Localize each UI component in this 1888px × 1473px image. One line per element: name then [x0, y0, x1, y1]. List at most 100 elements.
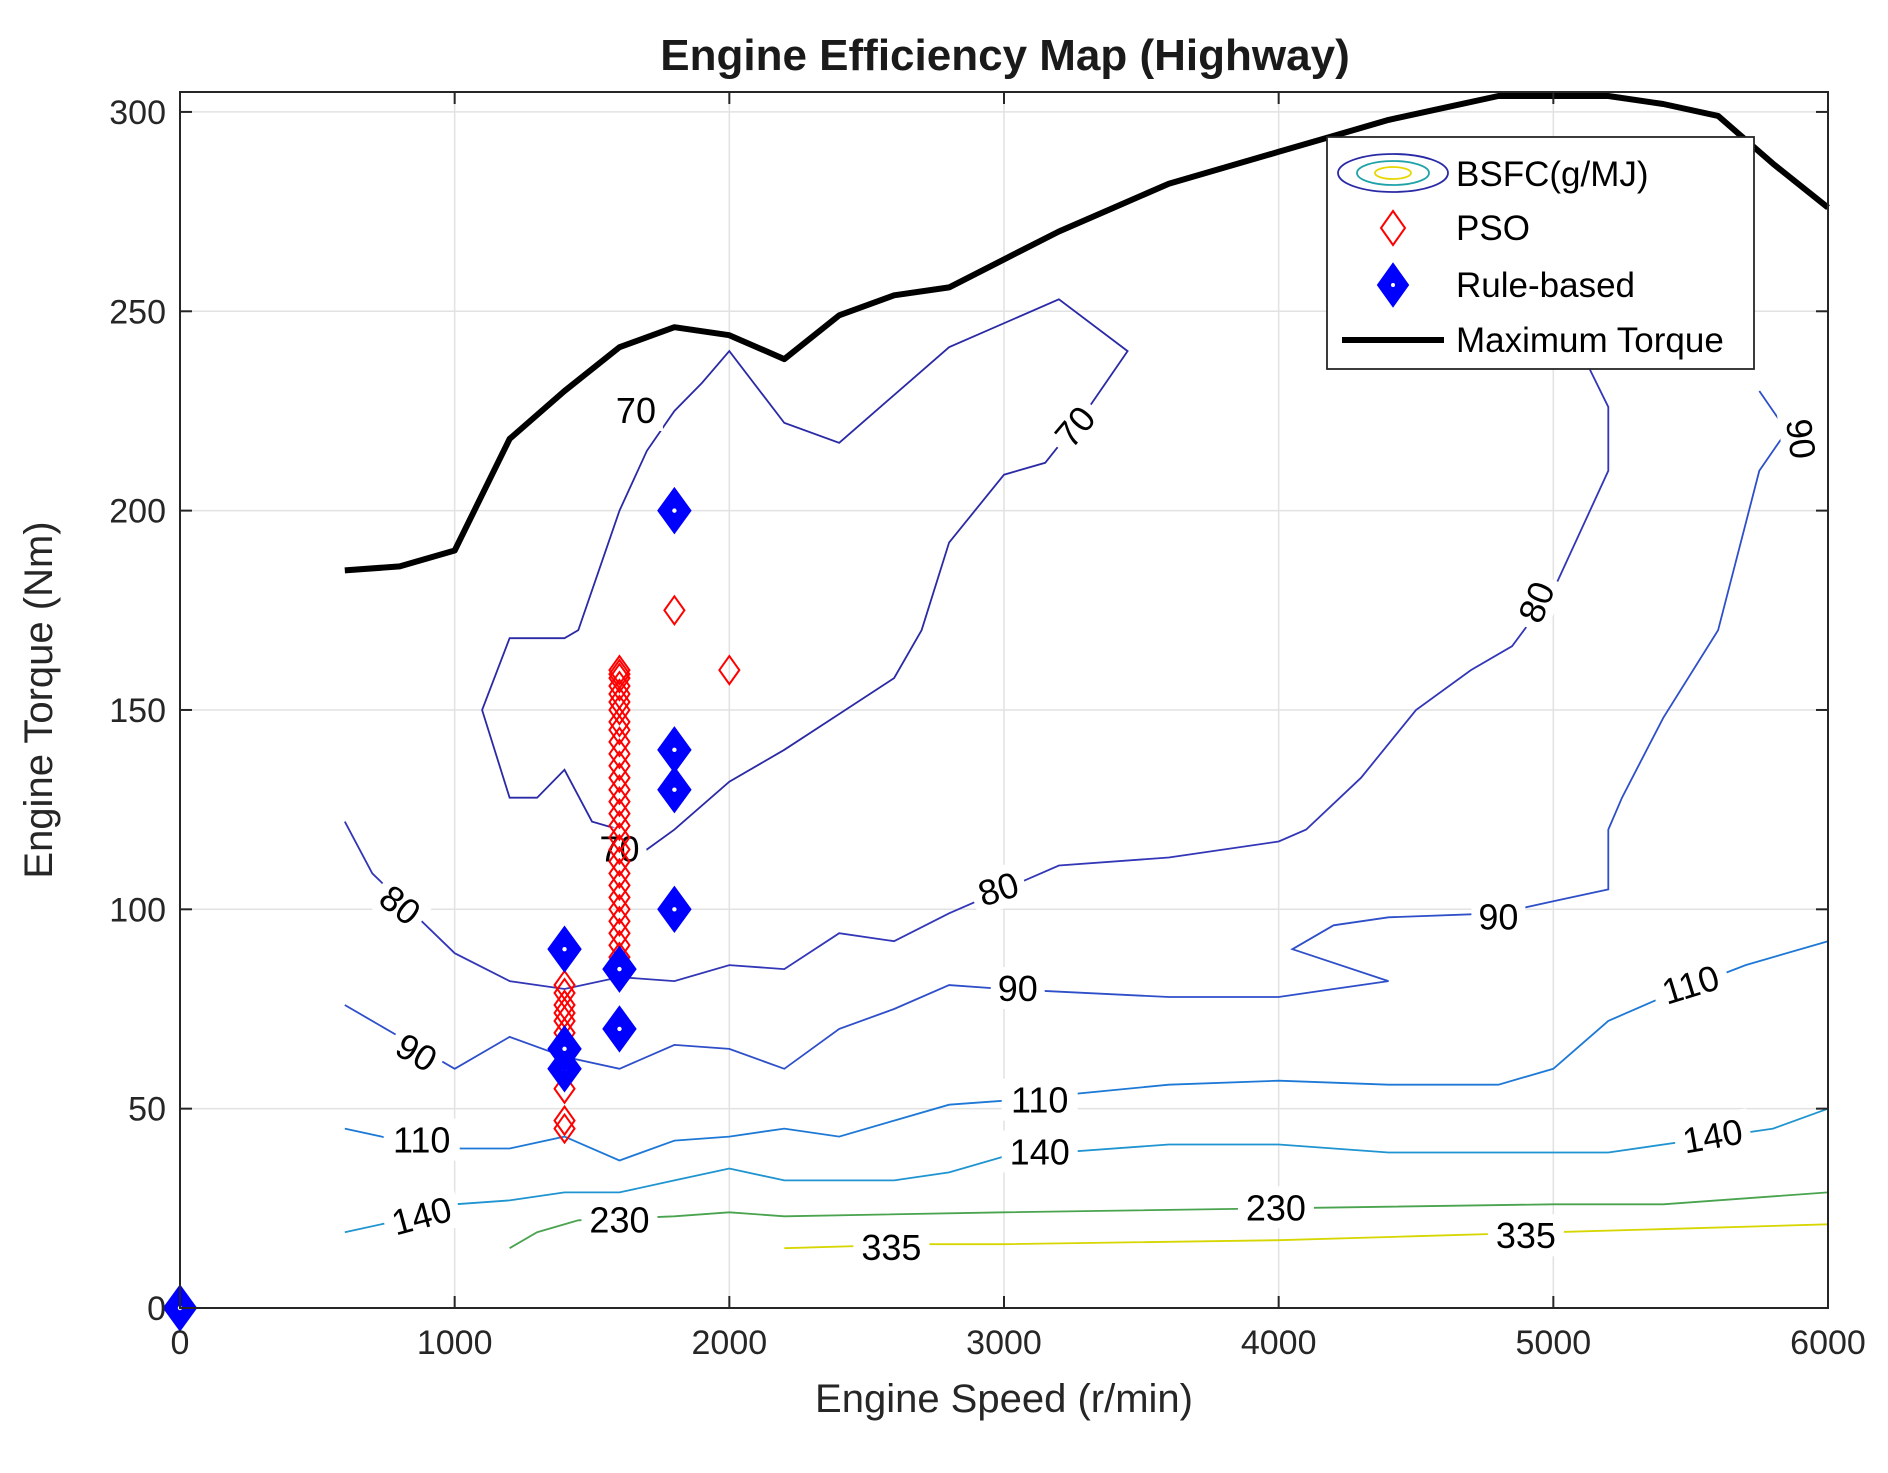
contour-label-bg: [1471, 895, 1526, 938]
pso-point: [608, 773, 631, 806]
pso-point: [608, 881, 631, 914]
pso-point: [608, 738, 631, 770]
axis-ticks: 0 1000 2000 3000 4000 5000 6000 0 50 100 150 200 250…: [109, 92, 1866, 1362]
contour-label-bg: [1041, 392, 1109, 461]
contour-label-bg: [366, 871, 435, 938]
pso-point: [608, 905, 631, 937]
rule-based-point-center: [672, 787, 677, 792]
contour-label-90: 90: [1471, 895, 1526, 938]
legend-bsfc-symbol: [1337, 153, 1449, 193]
contour-label-bg: [1001, 1078, 1078, 1121]
contour-label-text: 335: [861, 1227, 921, 1268]
contour-label-text: 90: [1478, 896, 1518, 937]
contour-label-140: 140: [1001, 1130, 1078, 1173]
y-tick-label: 100: [109, 891, 166, 929]
bsfc-contours: [344, 171, 1829, 1250]
legend-box: [1326, 136, 1755, 370]
x-tick-label: 5000: [1516, 1324, 1592, 1362]
contour-label-bg: [1776, 409, 1827, 469]
x-tick-label: 6000: [1790, 1324, 1866, 1362]
contour-line-230: [509, 1191, 1829, 1249]
pso-point: [608, 857, 631, 890]
pso-point: [608, 750, 631, 782]
y-tick-label: 200: [109, 493, 166, 531]
contour-label-bg: [1647, 952, 1733, 1016]
pso-point: [553, 1104, 576, 1137]
contour-label-text: 90: [998, 968, 1038, 1009]
pso-point: [608, 845, 631, 878]
contour-label-90: 90: [990, 967, 1045, 1010]
pso-point: [608, 658, 631, 690]
contour-label-bg: [1671, 1108, 1754, 1163]
legend-rule-based-dot: [1391, 283, 1395, 287]
pso-point: [663, 594, 686, 627]
pso-point: [553, 989, 576, 1021]
contour-line-70: [481, 298, 1129, 851]
rule-based-point-center: [672, 747, 677, 753]
contour-label-bg: [1487, 1214, 1564, 1257]
pso-point: [608, 797, 631, 830]
pso-point: [608, 654, 631, 686]
contour-label-text: 110: [1011, 1080, 1068, 1121]
max-torque-line: [344, 93, 1830, 574]
contour-label-text: 230: [1246, 1187, 1306, 1228]
contour-label-bg: [608, 388, 663, 431]
legend-label-bsfc: BSFC(g/MJ): [1456, 155, 1649, 194]
y-axis-label: Engine Torque (Nm): [17, 521, 61, 878]
contour-label-bg: [382, 1020, 451, 1084]
legend-label-pso: PSO: [1456, 209, 1530, 248]
contour-label-140: 140: [1671, 1108, 1754, 1163]
rule-based-point-center: [617, 1026, 622, 1032]
pso-point: [608, 706, 631, 738]
pso-point: [608, 893, 631, 926]
contour-label-text: 70: [616, 390, 656, 431]
pso-point: [553, 1072, 576, 1105]
pso-point: [608, 833, 631, 866]
pso-point: [608, 869, 631, 902]
contour-label-110: 110: [1001, 1078, 1078, 1121]
pso-point: [608, 809, 631, 842]
contour-line-140: [344, 1107, 1829, 1234]
contour-label-text: 110: [393, 1120, 450, 1161]
x-tick-label: 0: [171, 1324, 190, 1362]
contour-label-bg: [853, 1226, 930, 1269]
pso-point: [553, 969, 576, 1001]
contour-label-bg: [379, 1185, 464, 1246]
contour-label-335: 335: [853, 1226, 930, 1269]
legend: BSFC(g/MJ) PSO Rule-based Maximum Torque: [1326, 136, 1755, 370]
pso-point: [608, 726, 631, 758]
contour-label-bg: [1001, 1130, 1078, 1173]
contour-label-335: 335: [1487, 1214, 1564, 1257]
contour-label-bg: [1237, 1186, 1314, 1229]
pso-point: [718, 654, 741, 686]
rule-based-point-center: [562, 1046, 567, 1052]
x-tick-label: 1000: [417, 1324, 493, 1362]
contour-label-text: 335: [1496, 1215, 1556, 1256]
contour-label-230: 230: [1237, 1186, 1314, 1229]
contour-label-bg: [990, 967, 1045, 1010]
rule-based-points: [162, 486, 692, 1332]
x-tick-label: 4000: [1241, 1324, 1317, 1362]
contour-label-90: 90: [1776, 409, 1827, 469]
y-tick-label: 250: [109, 293, 166, 331]
contour-label-text: 140: [1010, 1132, 1070, 1173]
x-tick-label: 3000: [966, 1324, 1042, 1362]
x-tick-label: 2000: [692, 1324, 768, 1362]
y-tick-label: 150: [109, 692, 166, 730]
pso-point: [608, 785, 631, 818]
contour-label-80: 80: [966, 860, 1031, 917]
legend-label-max-torque: Maximum Torque: [1456, 321, 1724, 360]
contour-line-335: [784, 1223, 1829, 1250]
y-tick-label: 300: [109, 94, 166, 132]
chart-title: Engine Efficiency Map (Highway): [660, 31, 1349, 80]
contour-line-110: [344, 940, 1829, 1162]
contour-line-80: [344, 171, 1610, 990]
pso-point: [608, 762, 631, 794]
contour-label-bg: [966, 860, 1031, 917]
rule-based-point-center: [617, 966, 622, 972]
rule-based-point-center: [672, 508, 677, 513]
pso-point: [608, 821, 631, 854]
contour-label-bg: [581, 1198, 658, 1241]
